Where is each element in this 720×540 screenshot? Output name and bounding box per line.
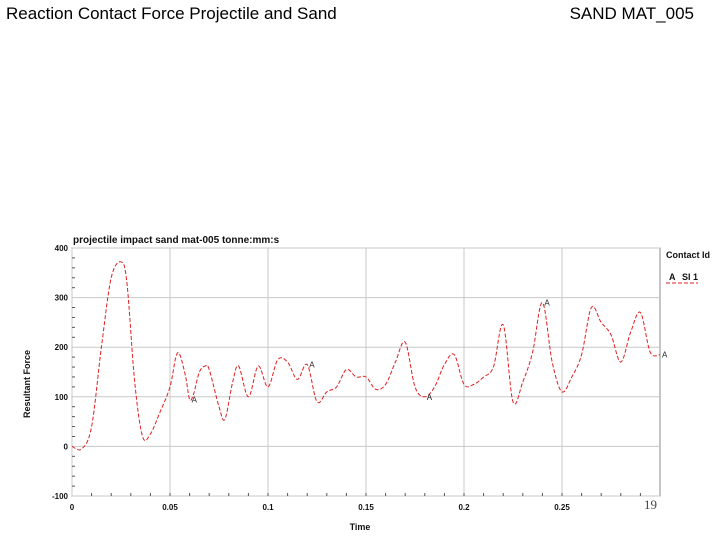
- x-axis: 0 0.05 0.1 0.15 0.2 0.25: [70, 493, 641, 512]
- legend: Contact Id A SI 1: [666, 250, 710, 284]
- marker-label: A: [427, 393, 433, 402]
- y-tick-label: 0: [64, 442, 69, 451]
- y-tick-label: 400: [55, 244, 69, 253]
- slide-subtitle: SAND MAT_005: [569, 4, 694, 23]
- x-tick-label: 0.25: [554, 503, 570, 512]
- marker-label: A: [544, 299, 550, 308]
- series-line-si-1: [71, 261, 661, 451]
- page-number: 19: [644, 497, 657, 512]
- y-axis: -100 0 100 200 300 400: [52, 244, 75, 501]
- x-tick-label: 0.1: [262, 503, 274, 512]
- chart-title: projectile impact sand mat-005 tonne:mm:…: [73, 235, 280, 246]
- legend-title: Contact Id: [666, 250, 710, 260]
- x-tick-label: 0.2: [458, 503, 470, 512]
- x-tick-label: 0: [70, 503, 75, 512]
- marker-label: A: [309, 361, 315, 370]
- y-tick-label: 200: [55, 343, 69, 352]
- y-tick-label: 100: [55, 393, 69, 402]
- legend-marker-label: A: [669, 272, 676, 282]
- marker-label: A: [192, 395, 198, 404]
- grid: [71, 247, 660, 497]
- x-tick-label: 0.15: [358, 503, 374, 512]
- x-axis-label: Time: [350, 522, 371, 532]
- legend-series-name: SI 1: [682, 272, 698, 282]
- y-tick-label: -100: [52, 492, 69, 501]
- marker-label: A: [662, 351, 668, 360]
- y-axis-label: Resultant Force: [22, 350, 32, 418]
- slide-title: Reaction Contact Force Projectile and Sa…: [6, 4, 337, 23]
- y-tick-label: 300: [55, 294, 69, 303]
- x-tick-label: 0.05: [162, 503, 178, 512]
- marker-labels: A A A A A: [192, 299, 668, 405]
